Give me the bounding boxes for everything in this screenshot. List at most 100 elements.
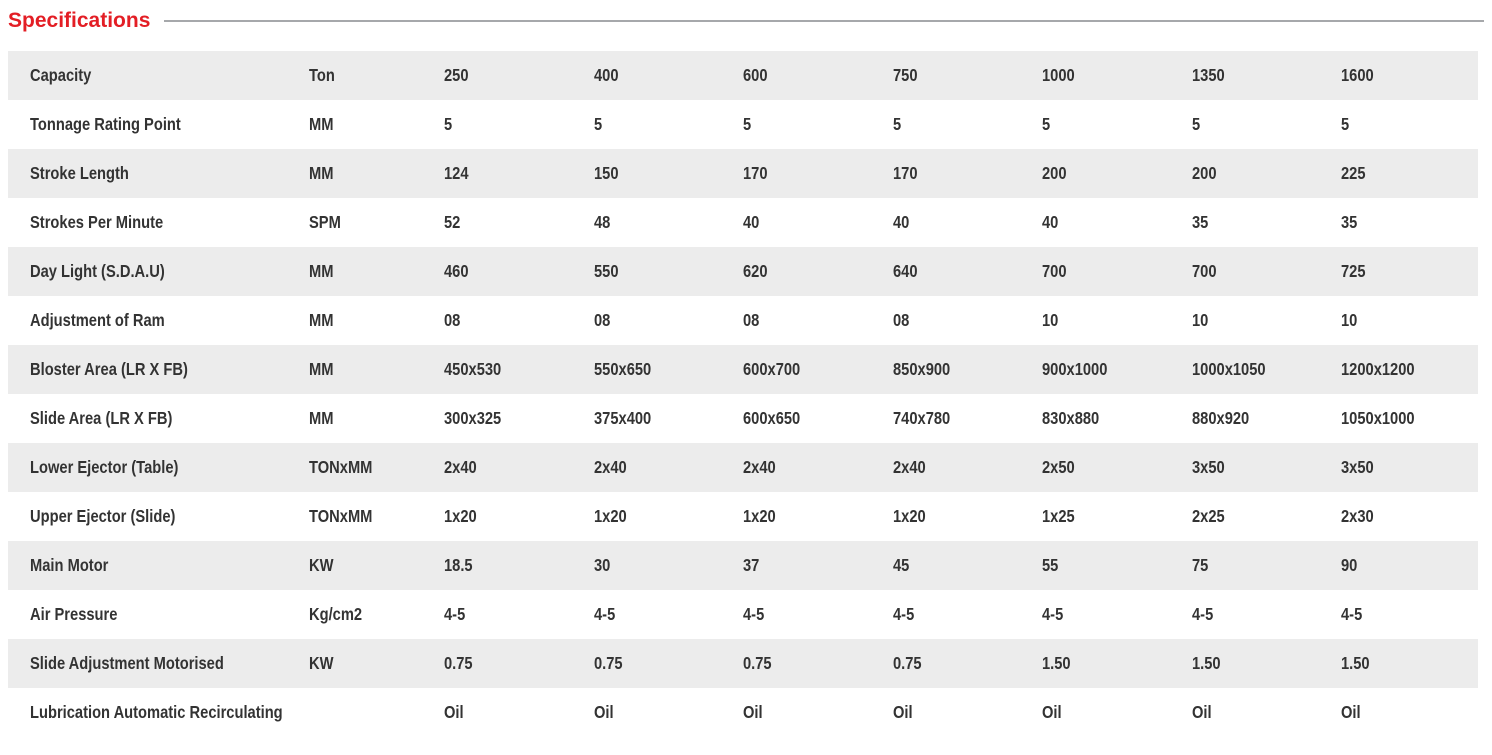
value-cell-text: 2x40 [444,457,477,477]
value-cell: 0.75 [889,639,1038,688]
value-cell-text: 600 [743,65,768,85]
value-cell: 1050x1000 [1337,394,1478,443]
value-cell: 1000x1050 [1188,345,1337,394]
unit-cell-text: MM [309,310,334,330]
unit-cell: MM [305,247,440,296]
value-cell-text: 5 [594,114,603,134]
value-cell: 08 [889,296,1038,345]
value-cell-text: 35 [1341,212,1358,232]
value-cell-text: 1350 [1192,65,1225,85]
param-cell-text: Tonnage Rating Point [30,114,181,134]
value-cell: 124 [440,149,590,198]
value-cell: 0.75 [440,639,590,688]
value-cell: 4-5 [590,590,739,639]
spec-row: Capacity Ton 250 400 600 750 1000 1350 1600 [8,51,1478,100]
param-cell-text: Main Motor [30,555,109,575]
value-cell: 1.50 [1337,639,1478,688]
value-cell-text: 600x650 [743,408,801,428]
value-cell-text: 250 [444,65,469,85]
value-cell-text: 900x1000 [1042,359,1108,379]
value-cell-text: 0.75 [743,653,772,673]
value-cell-text: 830x880 [1042,408,1100,428]
unit-cell-text: SPM [309,212,341,232]
value-cell-text: 750 [893,65,918,85]
value-cell: 740x780 [889,394,1038,443]
value-cell-text: 300x325 [444,408,502,428]
value-cell-text: 75 [1192,555,1209,575]
value-cell-text: 2x50 [1042,457,1075,477]
param-cell: Tonnage Rating Point [8,100,305,149]
unit-cell: TONxMM [305,492,440,541]
value-cell-text: Oil [444,702,464,722]
spec-row: Lubrication Automatic Recirculating Oil Oi… [8,688,1478,737]
value-cell: 2x40 [440,443,590,492]
specifications-table: Capacity Ton 250 400 600 750 1000 1350 1600 Tonna… [8,51,1478,737]
value-cell: 2x50 [1038,443,1188,492]
param-cell-text: Upper Ejector (Slide) [30,506,176,526]
value-cell: 1000 [1038,51,1188,100]
param-cell: Slide Adjustment Motorised [8,639,305,688]
value-cell-text: 700 [1192,261,1217,281]
value-cell: 0.75 [739,639,889,688]
unit-cell: MM [305,394,440,443]
value-cell-text: 1x20 [444,506,477,526]
value-cell: 700 [1188,247,1337,296]
value-cell-text: 1600 [1341,65,1374,85]
value-cell: 170 [889,149,1038,198]
value-cell: Oil [889,688,1038,737]
value-cell-text: 35 [1192,212,1209,232]
value-cell: 2x40 [739,443,889,492]
value-cell: 35 [1188,198,1337,247]
value-cell: 1.50 [1188,639,1337,688]
unit-cell: MM [305,345,440,394]
spec-row: Main Motor KW 18.5 30 37 45 55 75 90 [8,541,1478,590]
title-row: Specifications [8,8,1484,38]
param-cell: Lubrication Automatic Recirculating [8,688,305,737]
value-cell-text: 1.50 [1042,653,1071,673]
value-cell-text: 45 [893,555,910,575]
unit-cell-text: KW [309,555,334,575]
value-cell-text: 1x25 [1042,506,1075,526]
value-cell: 460 [440,247,590,296]
value-cell-text: 880x920 [1192,408,1250,428]
value-cell-text: 40 [743,212,760,232]
value-cell: Oil [590,688,739,737]
value-cell-text: 2x40 [743,457,776,477]
value-cell-text: 08 [743,310,760,330]
value-cell: 90 [1337,541,1478,590]
value-cell-text: 08 [444,310,461,330]
value-cell: 4-5 [1038,590,1188,639]
value-cell-text: 1000 [1042,65,1075,85]
param-cell-text: Adjustment of Ram [30,310,165,330]
value-cell: 1x25 [1038,492,1188,541]
value-cell: 10 [1188,296,1337,345]
param-cell: Capacity [8,51,305,100]
param-cell: Air Pressure [8,590,305,639]
value-cell: 35 [1337,198,1478,247]
value-cell: 4-5 [1337,590,1478,639]
value-cell-text: 5 [893,114,902,134]
page-title: Specifications [8,9,151,32]
value-cell-text: 10 [1341,310,1358,330]
value-cell-text: 37 [743,555,760,575]
value-cell: 170 [739,149,889,198]
value-cell-text: 1x20 [893,506,926,526]
value-cell-text: 640 [893,261,918,281]
unit-cell: KW [305,639,440,688]
value-cell: 1200x1200 [1337,345,1478,394]
value-cell: 1x20 [590,492,739,541]
value-cell-text: 5 [1192,114,1201,134]
value-cell-text: 600x700 [743,359,801,379]
unit-cell-text: Kg/cm2 [309,604,363,624]
value-cell-text: 5 [444,114,453,134]
value-cell: 830x880 [1038,394,1188,443]
value-cell-text: 620 [743,261,768,281]
value-cell-text: 1x20 [594,506,627,526]
value-cell: Oil [1038,688,1188,737]
spec-row: Upper Ejector (Slide) TONxMM 1x20 1x20 1x20 1… [8,492,1478,541]
value-cell: 200 [1038,149,1188,198]
value-cell-text: 0.75 [444,653,473,673]
value-cell: 2x30 [1337,492,1478,541]
value-cell-text: 725 [1341,261,1366,281]
value-cell-text: 460 [444,261,469,281]
